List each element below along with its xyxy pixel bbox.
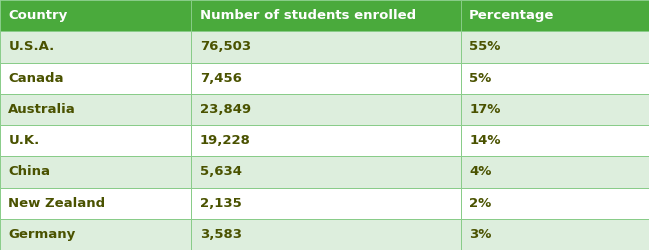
Text: 14%: 14%	[469, 134, 501, 147]
Text: 2,135: 2,135	[200, 196, 241, 209]
Text: 19,228: 19,228	[200, 134, 251, 147]
Bar	[461, 94, 649, 125]
Text: 3,583: 3,583	[200, 228, 242, 241]
Text: 4%: 4%	[469, 166, 491, 178]
Text: 3%: 3%	[469, 228, 491, 241]
Bar	[191, 62, 461, 94]
Text: U.S.A.: U.S.A.	[8, 40, 55, 54]
Text: 23,849: 23,849	[200, 103, 251, 116]
Bar	[0, 219, 191, 250]
Text: 2%: 2%	[469, 196, 491, 209]
Text: Percentage: Percentage	[469, 9, 555, 22]
Bar	[191, 31, 461, 62]
Bar	[461, 31, 649, 62]
Text: 76,503: 76,503	[200, 40, 251, 54]
Text: Germany: Germany	[8, 228, 76, 241]
Bar	[191, 188, 461, 219]
Bar	[191, 219, 461, 250]
Bar	[191, 156, 461, 188]
Bar	[461, 0, 649, 31]
Text: 17%: 17%	[469, 103, 500, 116]
Text: Australia: Australia	[8, 103, 76, 116]
Bar	[461, 219, 649, 250]
Bar	[191, 94, 461, 125]
Bar	[0, 188, 191, 219]
Bar	[191, 125, 461, 156]
Bar	[191, 0, 461, 31]
Text: Country: Country	[8, 9, 67, 22]
Bar	[0, 0, 191, 31]
Text: 7,456: 7,456	[200, 72, 242, 85]
Bar	[0, 31, 191, 62]
Bar	[461, 125, 649, 156]
Text: 5%: 5%	[469, 72, 491, 85]
Text: 55%: 55%	[469, 40, 500, 54]
Bar	[0, 156, 191, 188]
Text: U.K.: U.K.	[8, 134, 40, 147]
Text: China: China	[8, 166, 51, 178]
Text: Number of students enrolled: Number of students enrolled	[200, 9, 416, 22]
Bar	[461, 62, 649, 94]
Bar	[0, 94, 191, 125]
Bar	[0, 62, 191, 94]
Text: New Zealand: New Zealand	[8, 196, 106, 209]
Text: 5,634: 5,634	[200, 166, 242, 178]
Bar	[0, 125, 191, 156]
Text: Canada: Canada	[8, 72, 64, 85]
Bar	[461, 188, 649, 219]
Bar	[461, 156, 649, 188]
